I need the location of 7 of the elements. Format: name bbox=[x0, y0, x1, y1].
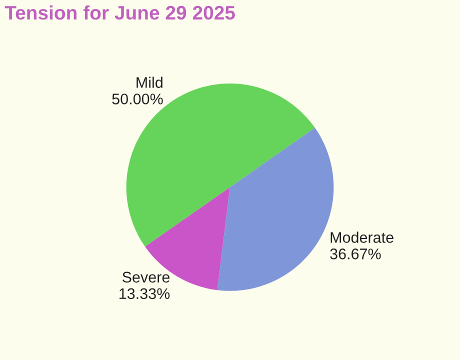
data-label: 50.00% bbox=[112, 94, 163, 104]
chart-title: Tension for June 29 2025 bbox=[4, 5, 235, 20]
data-label: 36.67% bbox=[330, 248, 381, 260]
slice-label: Moderate bbox=[330, 232, 394, 243]
slice-label: Severe bbox=[122, 272, 170, 283]
data-label: 13.33% bbox=[120, 288, 170, 300]
slice-label: Mild bbox=[136, 76, 162, 88]
